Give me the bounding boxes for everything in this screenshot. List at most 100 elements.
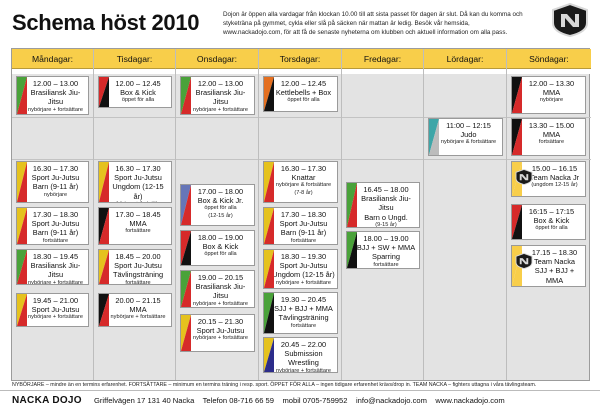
session-card[interactable]: 12.00 – 12.45 Box & Kick öppet för alla	[98, 76, 172, 108]
session-card[interactable]: 18.00 – 19.00 Box & Kick öppet för alla	[180, 230, 255, 266]
activity-color-marker	[181, 77, 191, 114]
session-title: Sport Ju-Jutsu	[31, 305, 80, 315]
session-time: 20.15 – 21.30	[197, 317, 244, 326]
session-level: fortsättare	[42, 237, 69, 244]
session-time: 20.00 – 21.15	[115, 296, 161, 305]
session-title: Sport Ju-Jutsu	[114, 173, 162, 183]
day-column-thursday: Torsdagar: 12.00 – 12.45 Kettlebells + Bo…	[259, 49, 342, 380]
activity-color-marker	[264, 208, 274, 244]
session-card[interactable]: 19.45 – 21.00 Sport Ju-Jutsu nybörjare + f…	[16, 293, 89, 327]
session-time: 17.30 – 18.30	[32, 210, 79, 219]
session-level: fortsättare	[290, 322, 317, 329]
day-header: Onsdagar:	[176, 49, 258, 69]
session-time: 16:15 – 17:15	[528, 207, 575, 216]
activity-color-marker	[17, 250, 27, 284]
footer-website-link[interactable]: www.nackadojo.com	[435, 396, 505, 405]
session-title: Brasiliansk Jiu-Jitsu	[30, 261, 81, 280]
session-level: nybörjare	[43, 191, 68, 198]
session-title: Barn (9-11 år)	[32, 182, 79, 192]
session-title: Ungdom (12-15 år)	[112, 182, 164, 201]
footer-mobile: mobil 0705-759952	[282, 396, 348, 405]
session-card[interactable]: 17.30 – 18.45 MMA fortsättare	[98, 207, 172, 245]
session-level: nybörjare & fortsättare	[440, 139, 497, 146]
session-card[interactable]: 17.00 – 18.00 Box & Kick Jr. öppet för all…	[180, 184, 255, 226]
session-level: fortsättare	[125, 279, 151, 285]
session-time: 12.00 – 13.00	[197, 79, 244, 88]
activity-color-marker	[17, 294, 27, 326]
activity-color-marker	[264, 338, 274, 372]
session-card[interactable]: 17.30 – 18.30 Sport Ju-Jutsu Barn (9-11 år…	[16, 207, 89, 245]
session-level: nybörjare & fortsättare	[275, 182, 332, 189]
session-time: 19.45 – 21.00	[32, 296, 79, 305]
session-title: Sport Ju-Jutsu	[196, 326, 245, 336]
session-time: 19.30 – 20.45	[280, 295, 327, 304]
session-card[interactable]: 20.15 – 21.30 Sport Ju-Jutsu nybörjare + f…	[180, 314, 255, 352]
session-title: SJJ + BJJ + MMA	[534, 266, 575, 285]
footer-email-link[interactable]: info@nackadojo.com	[355, 396, 427, 405]
session-card[interactable]: 16.45 – 18.00 Brasiliansk Jiu-Jitsu Barn o…	[346, 182, 420, 228]
session-card[interactable]: 18.00 – 19.00 BJJ + SW + MMA Sparring forts…	[346, 231, 420, 269]
band-divider	[12, 159, 591, 160]
session-card[interactable]: 17.30 – 18.30 Sport Ju-Jutsu Barn (9-11 år…	[263, 207, 338, 245]
session-level: (ungdom 12-15 år)	[531, 182, 578, 189]
footer-brand: NACKA DOJO	[12, 395, 82, 406]
session-card[interactable]: 16:15 – 17:15 Box & Kick öppet för alla	[511, 204, 586, 240]
session-time: 16.30 – 17.30	[115, 164, 161, 173]
session-card[interactable]: 16.30 – 17.30 Sport Ju-Jutsu Ungdom (12-15…	[98, 161, 172, 203]
day-column-friday: Fredagar: 16.45 – 18.00 Brasiliansk Jiu-J…	[342, 49, 424, 380]
session-time: 12.00 – 13.30	[528, 79, 575, 88]
session-title: Sport Ju-Jutsu	[114, 261, 162, 271]
activity-color-marker	[512, 77, 522, 113]
session-title: Barn (9-11 år)	[280, 228, 327, 238]
session-card[interactable]: 12.00 – 12.45 Kettlebells + Box öppet för …	[263, 76, 338, 112]
session-title: Judo	[460, 130, 477, 140]
session-level: (7-8 år)	[294, 190, 313, 197]
session-card[interactable]: 19.30 – 20.45 SJJ + BJJ + MMA Tävlingsträn…	[263, 292, 338, 334]
session-card[interactable]: 12.00 – 13.00 Brasiliansk Jiu-Jitsu nybörj…	[16, 76, 89, 115]
session-card[interactable]: 18.30 – 19.30 Sport Ju-Jutsu Ungdom (12-15…	[263, 249, 338, 289]
session-title: Brasiliansk Jiu-Jitsu	[361, 194, 411, 213]
session-card[interactable]: 17.15 – 18.30 Team Nacka SJJ + BJJ + MMA	[511, 245, 586, 287]
session-card[interactable]: 16.30 – 17.30 Knattar nybörjare & fortsätt…	[263, 161, 338, 203]
activity-color-marker	[99, 77, 109, 107]
session-level: öppet för alla	[287, 97, 320, 104]
session-card[interactable]: 11:00 – 12:15 Judo nybörjare & fortsättare	[428, 118, 503, 156]
activity-color-marker	[512, 205, 522, 239]
session-card[interactable]: 13.30 – 15.00 MMA fortsättare	[511, 118, 586, 156]
session-level: (12-15 år)	[208, 213, 233, 220]
day-header: Fredagar:	[342, 49, 423, 69]
session-title: Box & Kick Jr.	[197, 196, 244, 206]
session-card[interactable]: 18.30 – 19.45 Brasiliansk Jiu-Jitsu nybörj…	[16, 249, 89, 285]
activity-color-marker	[17, 162, 27, 202]
activity-color-marker	[17, 77, 27, 114]
session-level: öppet för alla	[121, 97, 155, 104]
session-time: 16.45 – 18.00	[363, 185, 409, 194]
session-card[interactable]: 18.45 – 20.00 Sport Ju-Jutsu Tävlingsträni…	[98, 249, 172, 285]
session-time: 20.45 – 22.00	[280, 340, 327, 349]
session-title: Box & Kick	[202, 242, 239, 252]
session-title: Knattar	[291, 173, 316, 183]
session-card[interactable]: 20.45 – 22.00 Submission Wrestling nybörja…	[263, 337, 338, 373]
day-column-tuesday: Tisdagar: 12.00 – 12.45 Box & Kick öppet f…	[94, 49, 176, 380]
footer-divider	[0, 390, 600, 391]
session-card[interactable]: 20.00 – 21.15 MMA nybörjare + fortsättare	[98, 293, 172, 327]
activity-color-marker	[181, 271, 191, 307]
session-level: öppet för alla	[204, 205, 237, 212]
session-level: fortsättare	[290, 237, 317, 244]
session-title: Barn (9-11 år)	[32, 228, 79, 238]
activity-color-marker	[181, 315, 191, 351]
session-card[interactable]: 15.00 – 16.15 Team Nacka Jr (ungdom 12-15 …	[511, 161, 586, 197]
page-title: Schema höst 2010	[12, 10, 200, 35]
session-card[interactable]: 16.30 – 17.30 Sport Ju-Jutsu Barn (9-11 år…	[16, 161, 89, 203]
session-card[interactable]: 12.00 – 13.00 Brasiliansk Jiu-Jitsu nybörj…	[180, 76, 255, 115]
session-time: 18.00 – 19.00	[363, 234, 409, 243]
footer-phone: Telefon 08-716 66 59	[202, 396, 274, 405]
nacka-dojo-logo	[552, 3, 588, 37]
session-card[interactable]: 12.00 – 13.30 MMA nybörjare	[511, 76, 586, 114]
day-column-wednesday: Onsdagar: 12.00 – 13.00 Brasiliansk Jiu-J…	[176, 49, 259, 380]
session-level: nybörjare + fortsättare	[110, 314, 166, 321]
session-title: Sport Ju-Jutsu	[279, 219, 328, 229]
session-title: Submission Wrestling	[284, 349, 323, 368]
session-card[interactable]: 19.00 – 20.15 Brasiliansk Jiu-Jitsu nybörj…	[180, 270, 255, 308]
day-header: Lördagar:	[424, 49, 506, 69]
